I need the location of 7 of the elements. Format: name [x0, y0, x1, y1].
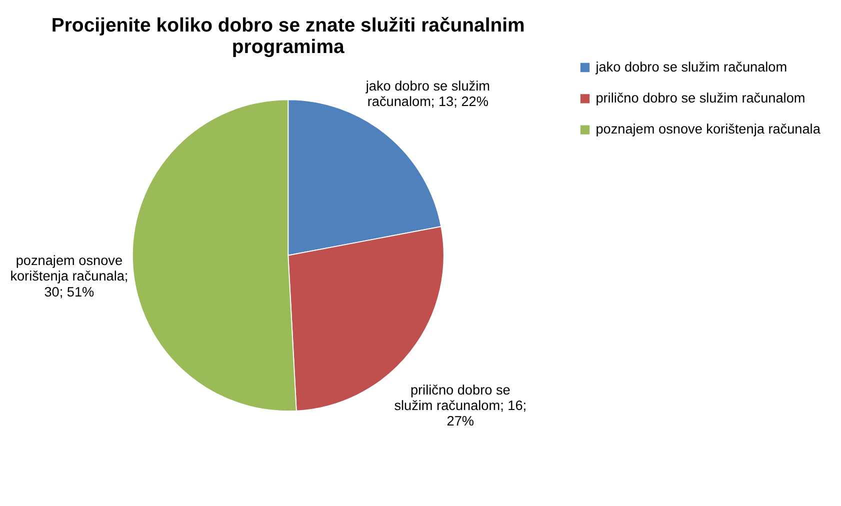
- legend-label: poznajem osnove korištenja računala: [596, 122, 821, 137]
- legend-label: jako dobro se služim računalom: [594, 59, 788, 74]
- chart-title: Procijenite koliko dobro se znate služiti računalnim programima: [51, 14, 525, 58]
- data-label: jako dobro se služim računalom; 13; 22%: [364, 78, 490, 110]
- data-label: poznajem osnove korištenja računala; 30; 51%: [10, 253, 128, 300]
- data-label: prilično dobro se služim računalom; 16; 27%: [394, 382, 527, 429]
- legend-label: prilično dobro se služim računalom: [596, 90, 806, 106]
